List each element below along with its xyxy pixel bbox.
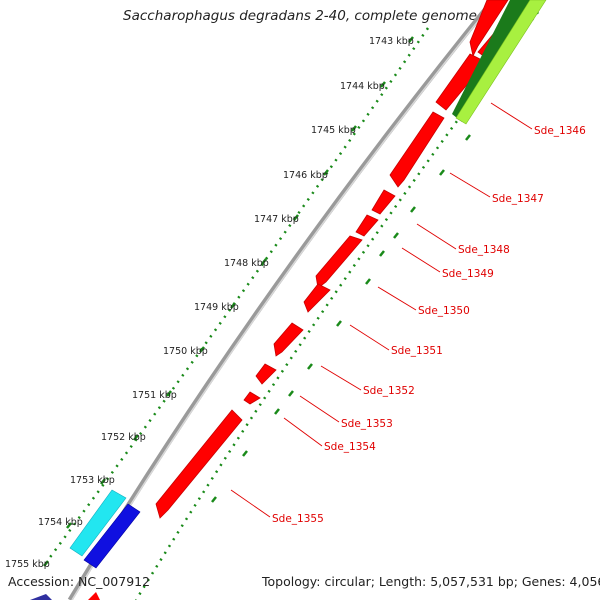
- scale-label: 1744 kbp: [340, 81, 385, 92]
- gene-label: Sde_1355: [272, 513, 324, 525]
- scale-label: 1747 kbp: [254, 214, 299, 225]
- gene-leader-lines: [230, 102, 533, 518]
- gene-label: Sde_1349: [442, 268, 494, 280]
- scale-label: 1751 kbp: [132, 390, 177, 401]
- scale-label: 1745 kbp: [311, 125, 356, 136]
- gene-label: Sde_1354: [324, 441, 376, 453]
- gene-label: Sde_1348: [458, 244, 510, 256]
- gene-arrow-sde-1353[interactable]: [255, 363, 277, 385]
- gene-arrow-sde-1351[interactable]: [303, 283, 331, 313]
- inner-track-ticks: [211, 134, 471, 503]
- gene-label: Sde_1352: [363, 385, 415, 397]
- scale-label: 1749 kbp: [194, 302, 239, 313]
- gene-arrow-sde-1347[interactable]: [389, 111, 445, 188]
- gene-arrow-sde-1348[interactable]: [371, 189, 396, 215]
- gene-feature-blue-small[interactable]: [30, 594, 52, 600]
- scale-labels: 1743 kbp 1744 kbp 1745 kbp 1746 kbp 1747…: [5, 36, 414, 570]
- gene-arrow-sde-1349[interactable]: [355, 214, 379, 237]
- gene-feature-blue[interactable]: [83, 503, 141, 569]
- gene-label: Sde_1351: [391, 345, 443, 357]
- gene-label: Sde_1346: [534, 125, 586, 137]
- gene-feature-red-small[interactable]: [88, 592, 100, 600]
- gene-feature-green-light[interactable]: [455, 0, 547, 125]
- scale-label: 1753 kbp: [70, 475, 115, 486]
- outer-track-ticks: [43, 36, 414, 567]
- scale-label: 1752 kbp: [101, 432, 146, 443]
- scale-label: 1746 kbp: [283, 170, 328, 181]
- gene-arrow-sde-1355[interactable]: [155, 409, 243, 519]
- scale-label: 1755 kbp: [5, 559, 50, 570]
- genome-title: Saccharophagus degradans 2-40, complete …: [123, 8, 477, 24]
- scale-label: 1743 kbp: [369, 36, 414, 47]
- outer-scale-track: [46, 27, 430, 561]
- gene-label: Sde_1353: [341, 418, 393, 430]
- gene-arrow[interactable]: [469, 0, 509, 58]
- genome-summary-text: Topology: circular; Length: 5,057,531 bp…: [262, 574, 600, 589]
- gene-labels: Sde_1346 Sde_1347 Sde_1348 Sde_1349 Sde_…: [272, 125, 586, 525]
- scale-label: 1748 kbp: [224, 258, 269, 269]
- gene-feature-cyan[interactable]: [69, 489, 127, 557]
- scale-label: 1750 kbp: [163, 346, 208, 357]
- gene-arrow-sde-1352[interactable]: [273, 322, 304, 357]
- gene-arrow-sde-1354[interactable]: [243, 391, 261, 405]
- gene-label: Sde_1347: [492, 193, 544, 205]
- accession-text: Accession: NC_007912: [8, 574, 151, 589]
- gene-feature-green-dark[interactable]: [452, 0, 530, 122]
- gene-label: Sde_1350: [418, 305, 470, 317]
- gene-arrow-sde-1350[interactable]: [315, 235, 363, 289]
- scale-label: 1754 kbp: [38, 517, 83, 528]
